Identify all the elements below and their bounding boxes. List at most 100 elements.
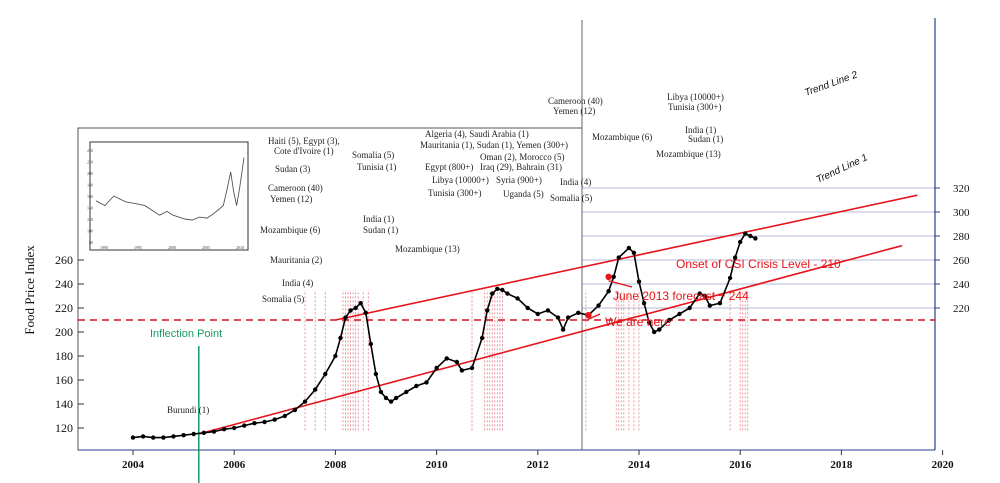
- event-annotation: Sudan (3): [275, 164, 310, 174]
- event-annotation: Uganda (5): [503, 189, 544, 199]
- data-point: [444, 356, 449, 361]
- x-tick-label: 2012: [527, 459, 550, 471]
- inset-y-tick: 220: [87, 160, 93, 165]
- data-point: [424, 380, 429, 385]
- data-point: [657, 327, 662, 332]
- data-point: [171, 434, 176, 439]
- data-point: [707, 303, 713, 308]
- data-point: [353, 305, 358, 311]
- data-point: [221, 427, 227, 432]
- right-tick-label: 260: [953, 255, 970, 267]
- data-point: [495, 286, 500, 291]
- series-line: [130, 231, 758, 440]
- y-axis-label: Food Price Index: [22, 245, 37, 335]
- data-point: [717, 301, 723, 306]
- event-annotation: Mozambique (6): [592, 132, 652, 142]
- data-point: [738, 239, 743, 245]
- data-point: [252, 421, 257, 426]
- x-tick-label: 2020: [932, 459, 955, 471]
- data-point: [687, 305, 692, 311]
- inset-series: 1990 1995 2000 2005 2010 80 100 120 140 160 180 200…: [87, 148, 245, 250]
- horizontal-grid: [582, 187, 935, 309]
- data-point: [343, 315, 348, 320]
- event-annotation: Sudan (1): [363, 225, 398, 235]
- event-annotation: Haiti (5), Egypt (3),: [268, 136, 340, 146]
- inset-x-tick: 2010: [236, 245, 244, 250]
- inset-x-tick: 2000: [168, 245, 176, 250]
- data-point: [560, 327, 566, 332]
- inset-y-tick: 180: [87, 183, 93, 188]
- current-arrow: [588, 313, 601, 320]
- data-point: [646, 320, 652, 325]
- data-point: [348, 308, 353, 313]
- event-annotations: Burundi (1) Somalia (5) India (4) Mauritani…: [167, 92, 724, 415]
- data-point: [373, 371, 379, 377]
- event-annotation: Cameroon (40): [548, 96, 603, 106]
- data-point: [565, 315, 571, 320]
- data-point: [434, 365, 439, 371]
- current-position-label: We are here: [605, 315, 671, 329]
- event-annotation: Libya (10000+): [667, 92, 724, 102]
- inset-y-tick: 200: [87, 171, 93, 176]
- inset-y-tick: 80: [89, 240, 93, 245]
- data-point: [479, 335, 485, 341]
- inset-chart: 1990 1995 2000 2005 2010 80 100 120 140 160 180 200…: [87, 141, 249, 251]
- data-point: [363, 310, 368, 315]
- x-tick-label: 2014: [628, 459, 651, 471]
- data-point: [414, 383, 419, 389]
- data-point: [130, 435, 136, 440]
- inset-y-tick: 160: [87, 194, 93, 199]
- data-point: [490, 291, 495, 296]
- inset-frame: [89, 141, 249, 251]
- inset-y-tick: 120: [87, 217, 93, 222]
- y-tick-label: 240: [55, 277, 73, 291]
- event-annotation: Somalia (5): [550, 193, 592, 203]
- data-point: [181, 433, 186, 438]
- trend-lines: [198, 194, 918, 435]
- event-annotation: Mauritania (2): [270, 255, 322, 265]
- inset-y-tick: 100: [87, 229, 93, 234]
- y-tick-label: 260: [55, 253, 73, 267]
- data-point: [555, 315, 561, 320]
- crisis-level-label: Onset of CSI Crisis Level - 210: [676, 257, 841, 271]
- right-tick-label: 300: [953, 207, 970, 219]
- event-annotation: Yemen (12): [553, 106, 595, 116]
- inset-y-tick: 140: [87, 206, 93, 211]
- data-point: [525, 305, 530, 311]
- right-tick-label: 320: [953, 183, 970, 195]
- data-point: [697, 291, 702, 296]
- data-point: [651, 329, 657, 335]
- data-point: [393, 395, 399, 401]
- data-point: [596, 303, 601, 308]
- y-tick-label: 160: [55, 373, 73, 387]
- data-point: [191, 431, 196, 437]
- inset-x-tick: 1990: [100, 245, 108, 250]
- data-point: [485, 308, 490, 313]
- event-annotation: Mauritania (1), Sudan (1), Yemen (300+): [420, 140, 568, 150]
- data-point: [272, 417, 277, 422]
- inset-x-tick: 2005: [202, 245, 210, 250]
- event-annotation: Somalia (5): [352, 150, 394, 160]
- x-tick-label: 2010: [426, 459, 449, 471]
- highlight-markers: [585, 273, 633, 320]
- event-annotation: Algeria (4), Saudi Arabia (1): [425, 129, 529, 139]
- trend-line-2-label: Trend Line 2: [803, 69, 859, 98]
- data-point: [151, 435, 156, 440]
- y-tick-label: 200: [55, 325, 73, 339]
- right-tick-label: 280: [953, 231, 970, 243]
- data-point: [201, 430, 207, 435]
- trend-line-1: [198, 244, 903, 435]
- data-point: [282, 413, 287, 419]
- data-point: [368, 341, 374, 347]
- data-point: [242, 423, 247, 428]
- data-point: [333, 353, 338, 359]
- data-point: [161, 435, 166, 440]
- event-annotation: Syria (900+): [496, 175, 542, 185]
- event-marker-lines: [304, 290, 749, 431]
- x-tick-label: 2016: [729, 459, 752, 471]
- data-point: [140, 434, 146, 439]
- x-tick-label: 2006: [223, 459, 246, 471]
- data-point: [743, 231, 748, 236]
